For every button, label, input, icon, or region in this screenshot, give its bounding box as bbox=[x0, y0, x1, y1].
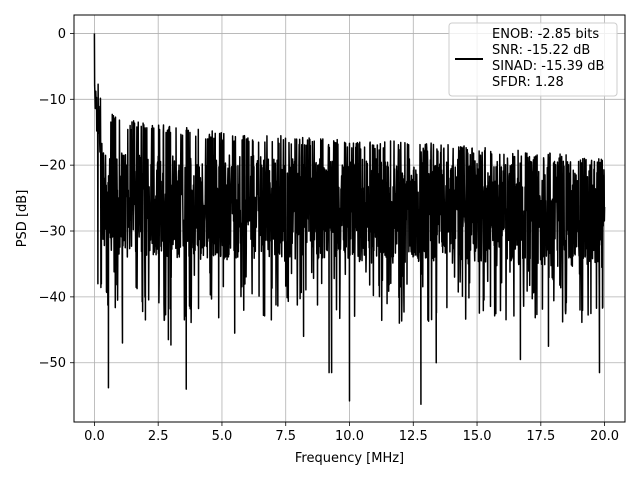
y-tick-label: −10 bbox=[39, 93, 66, 108]
x-axis-label: Frequency [MHz] bbox=[295, 451, 404, 466]
legend-snr: SNR: -15.22 dB bbox=[492, 43, 590, 58]
x-tick-label: 20.0 bbox=[590, 429, 619, 444]
y-tick-label: −30 bbox=[39, 225, 66, 240]
legend-box bbox=[448, 22, 618, 97]
y-axis-label: PSD [dB] bbox=[15, 190, 30, 248]
x-tick-label: 7.5 bbox=[275, 429, 296, 444]
legend-sfdr: SFDR: 1.28 bbox=[492, 75, 564, 90]
x-tick-label: 17.5 bbox=[526, 429, 555, 444]
x-tick-label: 15.0 bbox=[463, 429, 492, 444]
y-tick-label: 0 bbox=[58, 27, 66, 42]
tick-layer: 0.0 2.5 5.0 7.5 10.0 12.5 15.0 17.5 20.0 0 −10 −20 −… bbox=[39, 27, 620, 444]
x-tick-label: 0.0 bbox=[84, 429, 105, 444]
x-tick-label: 2.5 bbox=[148, 429, 169, 444]
y-tick-label: −20 bbox=[39, 159, 66, 174]
legend: ENOB: -2.85 bits SNR: -15.22 dB SINAD: -… bbox=[448, 22, 618, 97]
x-tick-label: 12.5 bbox=[399, 429, 428, 444]
legend-sinad: SINAD: -15.39 dB bbox=[492, 59, 604, 74]
x-tick-label: 5.0 bbox=[212, 429, 233, 444]
psd-trace bbox=[93, 33, 606, 405]
y-tick-label: −40 bbox=[39, 290, 66, 305]
x-tick-label: 10.0 bbox=[335, 429, 364, 444]
series-layer bbox=[93, 33, 606, 405]
legend-enob: ENOB: -2.85 bits bbox=[492, 27, 599, 42]
y-tick-label: −50 bbox=[39, 356, 66, 371]
